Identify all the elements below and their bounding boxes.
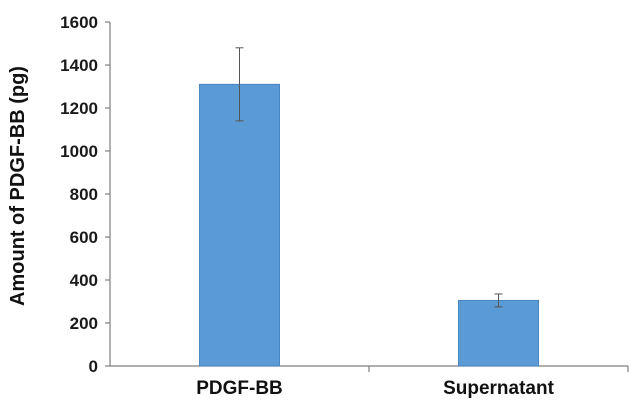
y-tick-label: 400	[70, 271, 98, 290]
y-tick-label: 1200	[60, 99, 98, 118]
category-labels: PDGF-BB Supernatant	[196, 378, 554, 399]
y-tick-label: 600	[70, 228, 98, 247]
y-tick-label: 0	[89, 357, 98, 376]
y-tick-label: 1600	[60, 13, 98, 32]
y-tick-label: 1000	[60, 142, 98, 161]
x-category-label: Supernatant	[443, 378, 555, 399]
error-bar	[494, 293, 503, 308]
bar-supernatant	[458, 299, 539, 367]
bars	[199, 83, 539, 367]
bar-pdgf-bb	[199, 83, 280, 367]
error-bars	[235, 47, 503, 308]
y-axis-title: Amount of PDGF-BB (pg)	[7, 66, 29, 306]
y-tick-label: 800	[70, 185, 98, 204]
x-axis-ticks	[368, 366, 629, 372]
y-axis-ticks: 0 200 400 600 800 1000 1200 1400 1600	[60, 13, 110, 376]
error-bar	[235, 47, 244, 122]
y-tick-label: 1400	[60, 56, 98, 75]
y-tick-label: 200	[70, 314, 98, 333]
x-category-label: PDGF-BB	[196, 378, 283, 399]
